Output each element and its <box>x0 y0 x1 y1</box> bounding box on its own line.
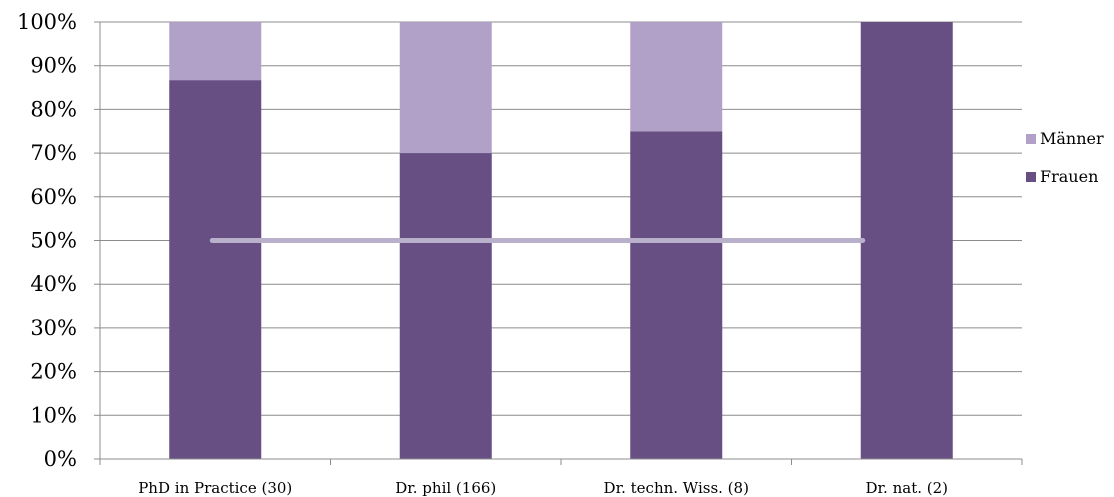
x-category-label: PhD in Practice (30) <box>138 479 292 497</box>
bar-frauen <box>630 131 723 459</box>
y-tick-label: 100% <box>17 10 77 34</box>
legend-swatch <box>1026 172 1036 182</box>
legend-label: Frauen <box>1040 167 1098 186</box>
axes <box>94 21 1023 465</box>
y-tick-label: 60% <box>30 185 77 209</box>
y-axis-tick-labels: 0% 10% 20% 30% 40% 50% 60% 70% 80% 90% 100% <box>17 10 77 471</box>
y-tick-label: 40% <box>30 272 77 296</box>
bar-frauen <box>169 80 262 459</box>
y-tick-label: 0% <box>44 447 77 471</box>
bar-m-nner <box>169 22 262 81</box>
y-tick-label: 30% <box>30 316 77 340</box>
x-axis-category-labels: PhD in Practice (30) Dr. phil (166) Dr. te… <box>138 479 948 497</box>
y-tick-label: 10% <box>30 403 77 427</box>
legend-swatch <box>1026 134 1036 144</box>
x-category-label: Dr. phil (166) <box>395 479 496 497</box>
legend: Männer Frauen <box>1026 129 1104 186</box>
x-category-label: Dr. nat. (2) <box>866 479 949 497</box>
bar-frauen <box>399 153 492 459</box>
bar-m-nner <box>399 22 492 154</box>
y-tick-label: 70% <box>30 141 77 165</box>
bar-m-nner <box>630 22 723 132</box>
y-tick-label: 50% <box>30 229 77 253</box>
bar-frauen <box>860 22 953 459</box>
bars <box>169 22 953 459</box>
y-tick-label: 90% <box>30 54 77 78</box>
x-category-label: Dr. techn. Wiss. (8) <box>604 479 749 497</box>
legend-label: Männer <box>1040 129 1104 148</box>
y-tick-label: 20% <box>30 360 77 384</box>
y-tick-label: 80% <box>30 97 77 121</box>
